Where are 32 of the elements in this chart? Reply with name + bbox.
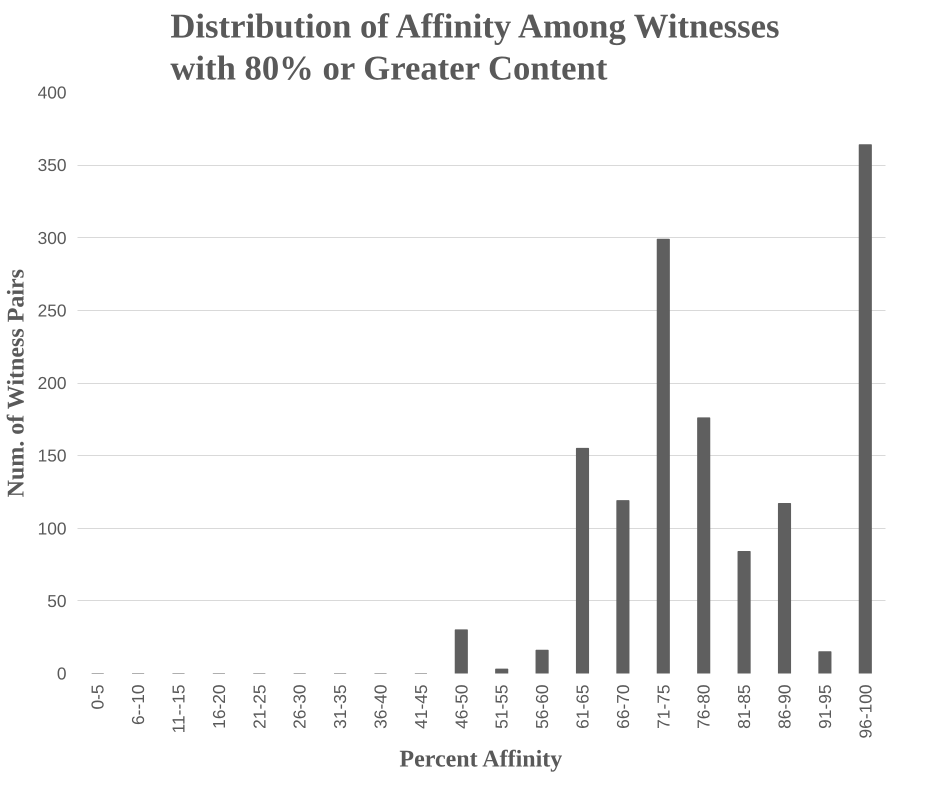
y-tick-label: 0 bbox=[56, 664, 67, 684]
x-tick-label: 0-5 bbox=[88, 684, 108, 710]
x-tick-label: 21-25 bbox=[249, 684, 270, 729]
x-tick-label: 26-30 bbox=[290, 684, 310, 729]
x-tick-label: 31-35 bbox=[330, 684, 350, 729]
x-tick-label: 81-85 bbox=[734, 684, 754, 729]
x-tick-label: 51-55 bbox=[492, 684, 512, 729]
x-tick-label: 6--10 bbox=[128, 684, 148, 725]
y-tick-label: 50 bbox=[47, 590, 67, 611]
x-tick-label: 41-45 bbox=[410, 684, 431, 729]
y-tick-label: 350 bbox=[38, 155, 67, 176]
y-tick-label: 200 bbox=[38, 373, 67, 393]
y-tick-label: 250 bbox=[38, 300, 67, 320]
x-tick-label: 96-100 bbox=[855, 684, 876, 738]
x-tick-label: 36-40 bbox=[370, 684, 390, 729]
x-axis-title: Percent Affinity bbox=[399, 746, 562, 772]
x-tick-label: 91-95 bbox=[814, 684, 835, 729]
x-tick-label: 11--15 bbox=[168, 684, 188, 734]
x-tick-label: 56-60 bbox=[532, 684, 552, 729]
chart-title: Distribution of Affinity Among Witnesses with 80% or Greater Content bbox=[170, 8, 780, 88]
x-tick-label: 86-90 bbox=[774, 684, 794, 729]
x-tick-label: 16-20 bbox=[208, 684, 229, 729]
y-tick-label: 100 bbox=[38, 518, 67, 538]
x-tick-label: 46-50 bbox=[451, 684, 472, 729]
x-tick-label: 76-80 bbox=[694, 684, 714, 729]
y-tick-label: 150 bbox=[38, 446, 67, 466]
y-tick-label: 400 bbox=[38, 82, 67, 102]
x-tick-label: 61-65 bbox=[572, 684, 592, 729]
x-tick-label: 71-75 bbox=[653, 684, 674, 729]
y-axis-title: Num. of Witness Pairs bbox=[4, 268, 30, 498]
x-tick-label: 66-70 bbox=[612, 684, 633, 729]
y-tick-label: 300 bbox=[38, 228, 67, 248]
